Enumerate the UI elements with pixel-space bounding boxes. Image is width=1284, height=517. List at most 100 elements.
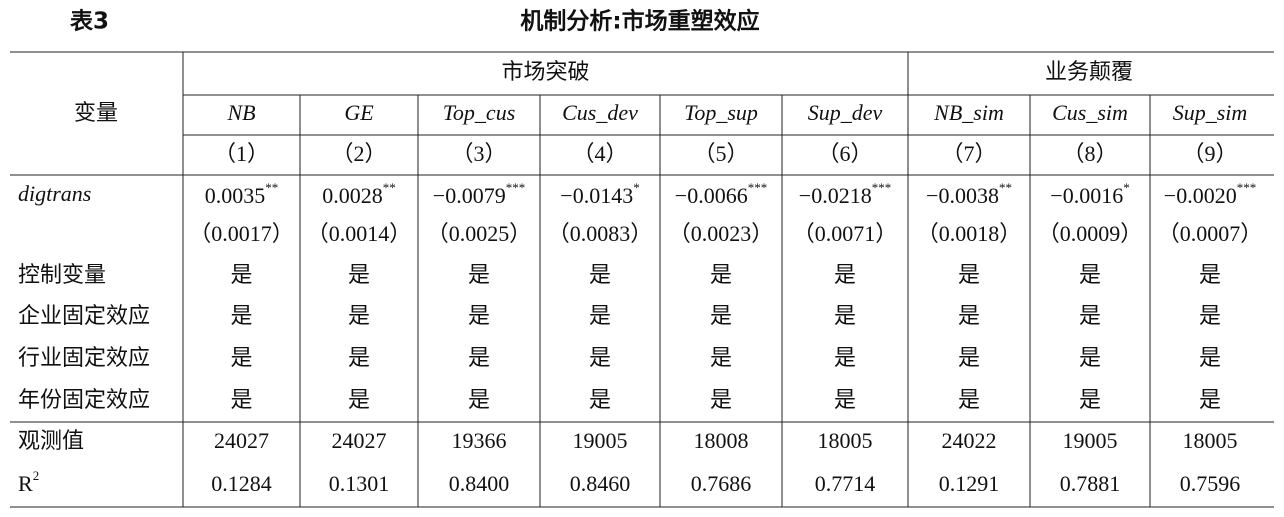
cell: 是 [1199,387,1221,412]
cell: 0.8400 [449,471,510,496]
cell: 18008 [694,428,749,453]
coefficient: −0.0143* [560,180,639,208]
cell: 是 [834,345,856,370]
cell: 是 [1199,262,1221,287]
cell: 是 [834,303,856,328]
cell: 是 [589,345,611,370]
cell: 是 [230,345,252,370]
cell: 0.7596 [1180,471,1241,496]
significance-stars: *** [1237,180,1257,195]
label-text: R [18,471,33,496]
coefficient: −0.0020*** [1164,180,1256,208]
cell: 是 [230,387,252,412]
significance-stars: * [633,180,640,195]
cell: 是 [1079,387,1101,412]
cell: 24022 [942,428,997,453]
standard-error: （0.0017） [189,221,294,246]
coefficient: −0.0038** [926,180,1012,208]
column-name: Sup_sim [1173,100,1248,125]
column-name: GE [344,100,374,125]
significance-stars: *** [506,180,526,195]
cell: 是 [348,303,370,328]
coef-value: −0.0066 [675,183,748,208]
group-label: 市场突破 [501,59,589,84]
cell: 是 [958,303,980,328]
coefficient: −0.0066*** [675,180,767,208]
column-name: Cus_dev [562,100,638,125]
column-number: （9） [1182,141,1237,166]
table-title: 机制分析:市场重塑效应 [520,8,759,35]
cell: 是 [958,262,980,287]
group-label: 业务颠覆 [1045,59,1133,84]
row-label: digtrans [18,181,91,206]
cell: 0.7881 [1060,471,1121,496]
row-label: 企业固定效应 [18,303,150,328]
cell: 是 [1079,262,1101,287]
coefficient: −0.0016* [1050,180,1129,208]
stub-header: 变量 [74,100,118,125]
column-number: （8） [1062,141,1117,166]
row-label: R2 [18,468,39,496]
coefficient: −0.0218*** [799,180,891,208]
label-text: 观测值 [18,428,84,453]
coefficient: 0.0035** [205,180,279,208]
cell: 18005 [1183,428,1238,453]
column-number: （7） [941,141,996,166]
cell: 0.1301 [329,471,390,496]
cell: 是 [348,262,370,287]
column-name: Cus_sim [1052,100,1128,125]
cell: 是 [710,387,732,412]
cell: 是 [230,262,252,287]
row-label: 行业固定效应 [18,345,150,370]
row-label: 控制变量 [18,262,106,287]
table-number: 表3 [70,9,109,35]
cell: 是 [1079,345,1101,370]
cell: 是 [710,303,732,328]
cell: 24027 [214,428,269,453]
cell: 19005 [1063,428,1118,453]
column-number: （4） [572,141,627,166]
cell: 是 [589,262,611,287]
cell: 是 [958,345,980,370]
standard-error: （0.0083） [548,221,653,246]
cell: 是 [348,387,370,412]
cell: 是 [834,262,856,287]
column-name: NB_sim [933,100,1004,125]
cell: 是 [468,262,490,287]
cell: 是 [230,303,252,328]
column-name: Sup_dev [808,100,883,125]
cell: 18005 [818,428,873,453]
coef-value: −0.0143 [560,183,633,208]
superscript: 2 [33,468,40,483]
cell: 0.8460 [570,471,631,496]
cell: 0.7686 [691,471,752,496]
cell: 是 [958,387,980,412]
column-name: NB [226,100,255,125]
coef-value: −0.0218 [799,183,872,208]
column-number: （2） [331,141,386,166]
cell: 0.1284 [211,471,272,496]
cell: 是 [710,345,732,370]
standard-error: （0.0014） [307,221,412,246]
significance-stars: *** [872,180,892,195]
coef-value: −0.0016 [1050,183,1123,208]
cell: 是 [468,345,490,370]
cell: 19005 [573,428,628,453]
cell: 是 [589,303,611,328]
cell: 是 [589,387,611,412]
column-name: Top_sup [684,100,758,125]
coef-value: −0.0038 [926,183,999,208]
significance-stars: *** [748,180,768,195]
coef-value: 0.0035 [205,183,266,208]
standard-error: （0.0009） [1038,221,1143,246]
column-name: Top_cus [443,100,516,125]
cell: 是 [468,387,490,412]
cell: 是 [1199,345,1221,370]
significance-stars: * [1123,180,1130,195]
cell: 是 [1199,303,1221,328]
cell: 0.1291 [939,471,1000,496]
cell: 是 [1079,303,1101,328]
standard-error: （0.0007） [1158,221,1263,246]
coefficient: 0.0028** [322,180,396,208]
